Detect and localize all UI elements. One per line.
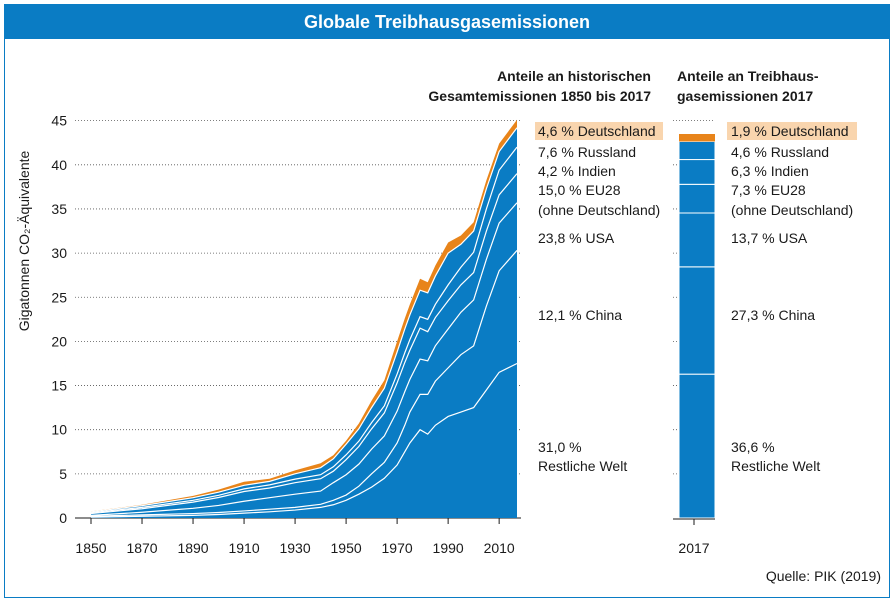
historical-heading-line2: Gesamtemissionen 1850 bis 2017 [428, 88, 651, 104]
source-note: Quelle: PIK (2019) [766, 568, 881, 584]
bar-segment-china [678, 266, 716, 375]
shares-2017-label-rest-name: Restliche Welt [731, 458, 820, 474]
shares-2017-label-deutschland: 1,9 % Deutschland [731, 123, 849, 139]
historical-label-eu28-note: (ohne Deutschland) [538, 202, 660, 218]
y-tick-30: 30 [51, 245, 67, 261]
shares-2017-label-eu28: 7,3 % EU28 [731, 182, 806, 198]
line-indien [90, 146, 518, 514]
x-tick-1930: 1930 [279, 540, 310, 556]
chart-frame: Globale Treibhausgasemissionen 0 5 10 15 20 2… [4, 4, 890, 598]
y-tick-15: 15 [51, 378, 67, 394]
historical-label-rest-pct: 31,0 % [538, 439, 582, 455]
bar-segment-eu28-ohne-deutschland- [678, 183, 716, 214]
line-russland [90, 127, 518, 513]
shares-2017-label-china: 27,3 % China [731, 307, 815, 323]
shares-2017-label-eu28-note: (ohne Deutschland) [731, 202, 853, 218]
y-tick-25: 25 [51, 289, 67, 305]
x-tick-1910: 1910 [228, 540, 259, 556]
bar-segment-restliche-welt [678, 373, 716, 519]
area-usa [91, 202, 517, 517]
shares-2017-label-rest-pct: 36,6 % [731, 439, 775, 455]
bar-segment-russland [678, 140, 716, 161]
shares-2017-heading-line2: gasemissionen 2017 [677, 88, 813, 104]
area-eu28-ohne-deutschland- [91, 173, 517, 516]
line-restliche-welt [90, 362, 518, 518]
area-restliche-welt [91, 363, 517, 518]
x-tick-2010: 2010 [484, 540, 515, 556]
bar-x-label-2017: 2017 [678, 540, 709, 556]
historical-label-china: 12,1 % China [538, 307, 622, 323]
x-tick-1870: 1870 [126, 540, 157, 556]
y-axis-label: Gigatonnen CO₂-Äquivalente [16, 151, 32, 332]
historical-label-deutschland: 4,6 % Deutschland [538, 123, 656, 139]
historical-heading-line1: Anteile an historischen [497, 68, 651, 84]
historical-label-eu28: 15,0 % EU28 [538, 182, 621, 198]
line-china [90, 250, 518, 517]
historical-label-usa: 23,8 % USA [538, 230, 615, 246]
y-tick-labels: 0 5 10 15 20 25 30 35 40 45 [51, 113, 67, 526]
y-tick-40: 40 [51, 157, 67, 173]
x-tick-1990: 1990 [433, 540, 464, 556]
x-tick-1850: 1850 [75, 540, 106, 556]
bar-segment-usa [678, 212, 716, 268]
stacked-bar-2017 [678, 134, 716, 519]
historical-label-rest-name: Restliche Welt [538, 458, 627, 474]
y-tick-35: 35 [51, 201, 67, 217]
shares-2017-heading-line1: Anteile an Treibhaus- [677, 68, 819, 84]
bar-segment-indien [678, 159, 716, 185]
historical-label-russland: 7,6 % Russland [538, 144, 636, 160]
bar-segment-deutschland [679, 134, 715, 142]
y-tick-45: 45 [51, 113, 67, 129]
shares-2017-germany-highlight [727, 122, 857, 140]
chart-title: Globale Treibhausgasemissionen [5, 5, 889, 39]
x-tick-labels: 1850 1870 1890 1910 1930 1950 1970 1990 2010 [75, 518, 515, 556]
shares-2017-label-indien: 6,3 % Indien [731, 163, 809, 179]
y-tick-5: 5 [59, 466, 67, 482]
line-eu28-ohne-deutschland- [90, 173, 518, 515]
stacked-areas [90, 119, 518, 518]
y-tick-20: 20 [51, 333, 67, 349]
x-tick-1950: 1950 [331, 540, 362, 556]
y-tick-0: 0 [59, 510, 67, 526]
shares-2017-label-russland: 4,6 % Russland [731, 144, 829, 160]
y-tick-10: 10 [51, 422, 67, 438]
x-tick-1970: 1970 [382, 540, 413, 556]
x-tick-1890: 1890 [177, 540, 208, 556]
historical-label-indien: 4,2 % Indien [538, 163, 616, 179]
shares-2017-label-usa: 13,7 % USA [731, 230, 808, 246]
historical-germany-highlight [535, 122, 663, 140]
line-usa [90, 202, 518, 516]
